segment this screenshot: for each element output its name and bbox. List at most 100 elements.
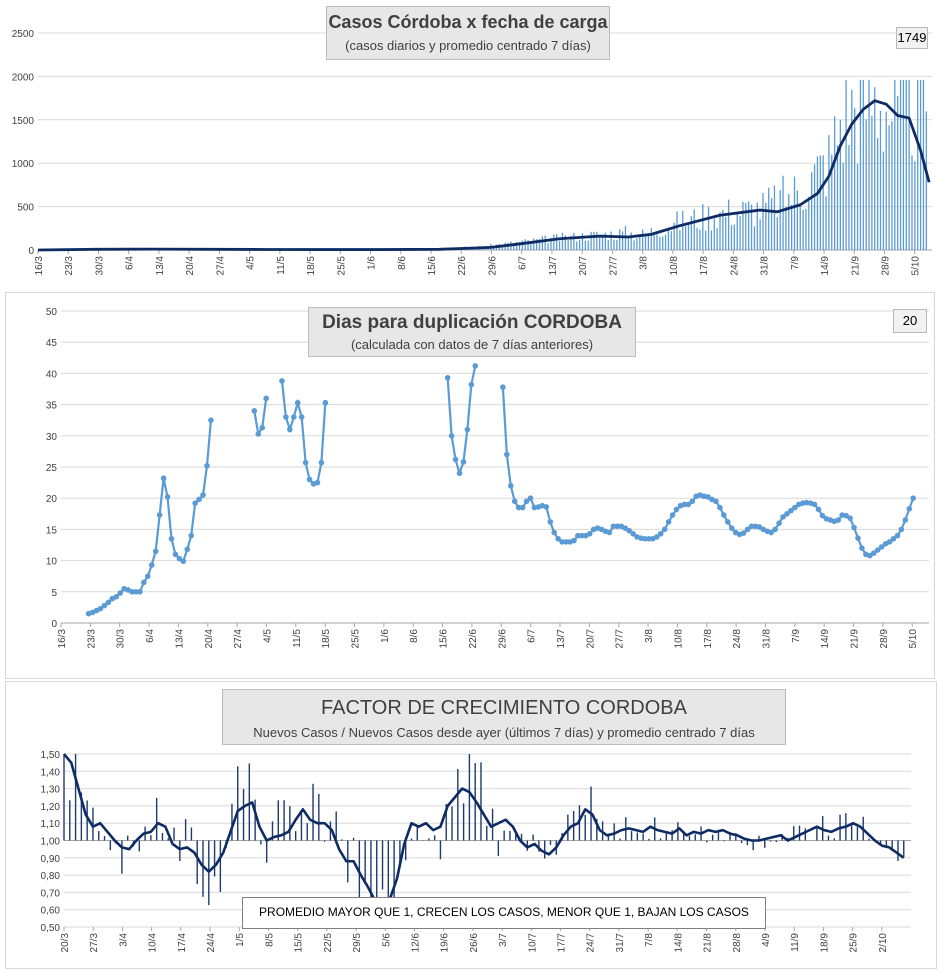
- factor-bar: [758, 835, 760, 841]
- daily-cases-bar: [647, 233, 650, 250]
- doubling-point: [160, 475, 167, 482]
- doubling-point: [653, 534, 660, 540]
- x-tick-label: 12/6: [410, 933, 421, 953]
- factor-bar: [254, 799, 256, 841]
- daily-cases-bar: [739, 215, 741, 250]
- daily-cases-bar: [919, 79, 922, 250]
- factor-bar: [260, 840, 262, 845]
- factor-bar: [642, 833, 644, 841]
- doubling-point: [523, 498, 530, 505]
- factor-bar: [63, 754, 65, 841]
- x-tick-label: 27/3: [89, 933, 100, 953]
- doubling-point: [878, 544, 885, 550]
- doubling-point: [251, 408, 258, 414]
- doubling-point: [444, 374, 451, 381]
- doubling-point: [456, 470, 463, 477]
- daily-cases-bar: [848, 144, 850, 250]
- factor-bar: [567, 814, 569, 841]
- daily-cases-bar: [871, 115, 873, 250]
- doubling-point: [902, 517, 909, 523]
- doubling-point: [665, 519, 672, 525]
- doubling-point: [302, 459, 309, 466]
- doubling-point: [172, 551, 179, 558]
- doubling-point: [855, 535, 861, 541]
- daily-cases-bar: [544, 235, 546, 250]
- doubling-point: [551, 529, 557, 536]
- doubling-point: [835, 517, 842, 523]
- doubling-point: [322, 399, 329, 406]
- factor-bar: [155, 797, 158, 841]
- doubling-point: [527, 495, 534, 501]
- factor-bar: [497, 840, 500, 856]
- factor-bar: [69, 800, 71, 841]
- doubling-point: [792, 504, 798, 511]
- daily-cases-bar: [492, 246, 495, 250]
- daily-cases-bar: [633, 240, 635, 250]
- daily-cases-bar: [581, 233, 584, 250]
- x-tick-label: 21/8: [703, 933, 714, 953]
- doubling-point: [259, 424, 266, 431]
- doubling-point: [145, 573, 151, 579]
- daily-cases-bar: [908, 79, 910, 250]
- doubling-point: [740, 530, 747, 536]
- y-tick-label: 10: [46, 557, 58, 568]
- factor-bar: [596, 818, 598, 841]
- daily-cases-bar: [762, 192, 764, 250]
- factor-bar: [769, 840, 772, 842]
- doubling-point: [780, 514, 786, 520]
- daily-cases-bar: [756, 202, 758, 250]
- daily-cases-bar: [584, 240, 586, 250]
- doubling-point: [776, 520, 782, 526]
- doubling-point: [906, 506, 913, 512]
- daily-cases-bar: [759, 219, 761, 250]
- doubling-point: [105, 599, 112, 606]
- daily-cases-bar: [515, 241, 518, 250]
- y-tick-label: 1,20: [41, 802, 61, 813]
- factor-bar: [231, 803, 233, 841]
- factor-bar: [323, 840, 326, 842]
- x-tick-label: 18/5: [321, 629, 332, 649]
- factor-bar: [735, 833, 737, 841]
- doubling-point: [728, 525, 735, 531]
- daily-cases-bar: [558, 240, 561, 250]
- daily-cases-bar: [854, 108, 856, 251]
- doubling-point: [283, 414, 289, 420]
- doubling-point: [890, 535, 897, 542]
- doubling-point: [815, 506, 822, 513]
- x-tick-label: 31/8: [760, 256, 771, 276]
- daily-cases-bar: [684, 225, 687, 250]
- daily-cases-bar: [570, 235, 572, 250]
- factor-bar: [289, 806, 291, 841]
- doubling-point: [129, 589, 135, 595]
- factor-bar: [503, 830, 505, 841]
- doubling-point: [874, 547, 881, 553]
- x-tick-label: 27/7: [608, 256, 619, 276]
- factor-bar: [318, 793, 320, 841]
- x-tick-label: 10/4: [148, 933, 159, 953]
- factor-bar: [312, 783, 314, 841]
- daily-cases-bar: [839, 119, 842, 250]
- doubling-point: [519, 504, 526, 511]
- daily-cases-bar: [601, 234, 604, 250]
- x-tick-label: 3/8: [644, 629, 655, 643]
- factor-bar: [393, 840, 395, 898]
- y-tick-label: 20: [46, 494, 58, 505]
- doubling-point: [290, 414, 297, 420]
- y-tick-label: 45: [46, 338, 58, 349]
- daily-cases-bar: [745, 202, 747, 250]
- doubling-point: [721, 512, 727, 518]
- factor-bar: [856, 826, 859, 841]
- daily-cases-bar: [710, 230, 713, 250]
- x-tick-label: 5/10: [908, 629, 919, 649]
- factor-bar: [480, 762, 482, 841]
- growth-chart-svg: 0,50 0,60 0,70 0,80 0,90 1,00 1,10 1,20 1,30 1,40…: [41, 750, 911, 953]
- daily-cases-bar: [667, 229, 670, 250]
- factor-bar: [816, 827, 818, 841]
- daily-cases-bar: [530, 242, 532, 250]
- factor-bar: [266, 840, 268, 863]
- daily-cases-bar: [670, 231, 672, 250]
- x-tick-label: 27/4: [233, 629, 244, 649]
- doubling-point: [772, 526, 778, 533]
- factor-bar: [868, 838, 870, 841]
- doubling-point: [870, 550, 877, 556]
